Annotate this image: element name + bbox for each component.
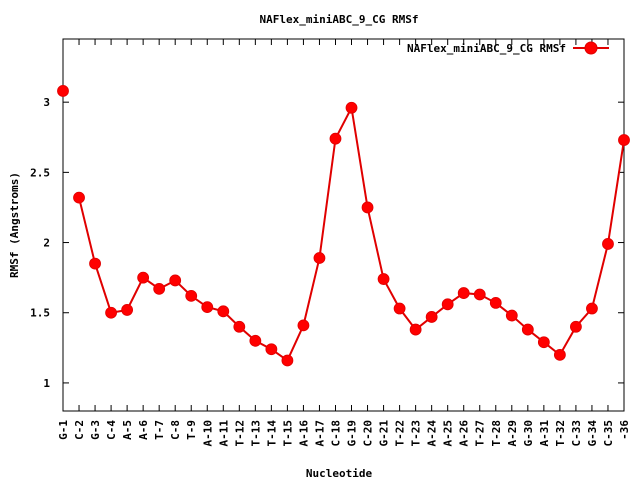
x-tick-label: T-32 [554, 420, 567, 447]
x-tick-label: T-13 [249, 420, 262, 447]
chart-title: NAFlex_miniABC_9_CG RMSf [260, 13, 419, 26]
y-tick-label: 2.5 [30, 166, 50, 179]
y-axis: 1 1.5 2 2.5 3 [30, 96, 624, 390]
data-point [345, 101, 358, 114]
data-point [329, 132, 342, 145]
x-tick-label: T-15 [281, 420, 294, 447]
data-point [89, 257, 101, 270]
data-point [441, 298, 454, 311]
x-tick-label: T-9 [185, 420, 198, 440]
data-point [137, 271, 150, 284]
y-tick-label: 2 [43, 237, 50, 250]
x-tick-label: C-18 [329, 420, 342, 447]
data-point [57, 85, 69, 97]
x-tick-label: C-33 [570, 420, 583, 447]
x-axis: G-1 C-2 G-3 C-4 A-5 A-6 T-7 C-8 T-9 A-10 A-11 T-12 T… [57, 39, 631, 447]
plot-frame [62, 38, 625, 412]
data-point [265, 343, 278, 356]
data-point [313, 252, 326, 264]
data-point [618, 134, 630, 146]
data-point [553, 348, 566, 361]
x-tick-label: A-16 [297, 420, 310, 447]
data-point [409, 323, 422, 336]
data-point [473, 288, 486, 301]
x-tick-label: C-8 [169, 420, 182, 440]
x-tick-label: T-7 [153, 420, 166, 440]
data-point [249, 334, 262, 347]
x-tick-label: G-19 [346, 420, 359, 447]
x-tick-label: A-6 [137, 420, 150, 440]
x-tick-label: T-27 [474, 420, 487, 447]
data-point [297, 319, 310, 332]
data-point [73, 191, 85, 204]
x-tick-label: A-11 [217, 420, 230, 447]
data-point [489, 297, 502, 309]
data-point [361, 201, 374, 214]
x-tick-label: -36 [618, 420, 631, 440]
x-tick-label: A-24 [426, 420, 439, 447]
y-tick-label: 3 [43, 96, 50, 109]
data-point [281, 354, 294, 367]
x-tick-label: C-35 [602, 420, 615, 447]
x-tick-label: G-21 [378, 420, 391, 447]
data-point [233, 320, 246, 333]
data-point [570, 320, 582, 333]
data-point [185, 289, 198, 302]
data-point [121, 304, 134, 316]
x-tick-label: T-14 [265, 420, 278, 447]
data-point [425, 311, 438, 323]
data-point [217, 305, 230, 318]
x-tick-label: A-10 [201, 420, 214, 447]
x-tick-label: A-5 [121, 420, 134, 440]
data-point [169, 274, 182, 287]
data-point [105, 306, 117, 319]
legend-marker [584, 41, 598, 55]
data-point [537, 336, 550, 349]
x-tick-label: C-4 [105, 420, 118, 440]
x-tick-label: G-30 [522, 420, 535, 447]
x-axis-label: Nucleotide [306, 467, 373, 480]
x-tick-label: G-34 [586, 420, 599, 447]
x-tick-label: C-2 [73, 420, 86, 440]
x-tick-label: A-17 [313, 420, 326, 447]
x-tick-label: A-29 [506, 420, 519, 447]
x-tick-label: G-1 [57, 420, 70, 440]
x-tick-label: G-3 [89, 420, 102, 440]
data-point [586, 302, 598, 315]
data-point [201, 301, 214, 314]
x-tick-label: A-25 [442, 420, 455, 447]
x-tick-label: C-20 [362, 420, 375, 447]
series-line [78, 104, 625, 362]
x-tick-label: T-28 [490, 420, 503, 447]
data-point [377, 273, 390, 285]
data-point [393, 302, 406, 315]
data-point [602, 238, 614, 250]
data-point [505, 309, 518, 322]
legend: NAFlex_miniABC_9_CG RMSf [407, 41, 609, 55]
y-tick-label: 1.5 [30, 307, 50, 320]
data-point [521, 323, 534, 336]
x-tick-label: T-12 [233, 420, 246, 447]
x-tick-label: T-22 [394, 420, 407, 447]
x-tick-label: T-23 [410, 420, 423, 447]
x-tick-label: A-26 [458, 420, 471, 447]
y-tick-label: 1 [43, 377, 50, 390]
series-layer [57, 85, 630, 367]
legend-series-label: NAFlex_miniABC_9_CG RMSf [407, 42, 566, 55]
data-point [153, 282, 166, 295]
y-axis-label: RMSf (Angstroms) [8, 172, 21, 278]
x-tick-label: A-31 [538, 420, 551, 447]
data-point [457, 287, 470, 299]
